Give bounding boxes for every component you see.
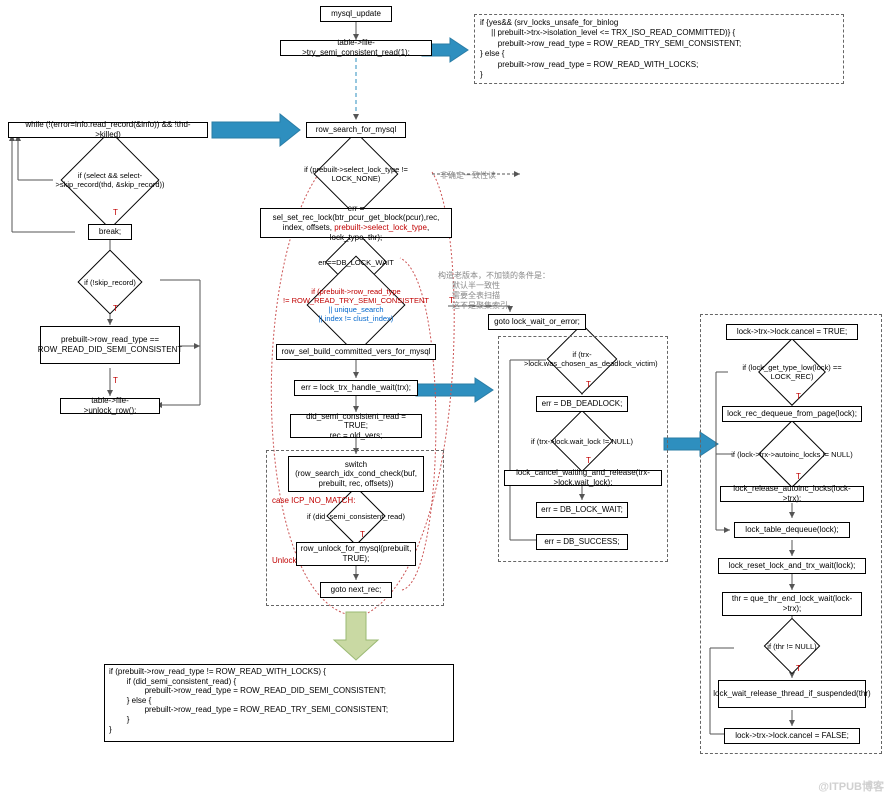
node-sel-set-rec: err = sel_set_rec_lock(btr_pcur_get_bloc… bbox=[260, 208, 452, 238]
txt: err = DB_LOCK_WAIT; bbox=[541, 505, 623, 515]
d-dblockwait: err==DB_LOCK_WAIT bbox=[308, 252, 404, 272]
node-release-thread: lock_wait_release_thread_if_suspended(th… bbox=[718, 680, 866, 708]
txt: while (!(error=info.read_record(&info)) … bbox=[13, 120, 203, 139]
yes-else-text: if {yes&& (srv_locks_unsafe_for_binlog |… bbox=[480, 18, 838, 80]
node-rowread-did: prebuilt->row_read_type == ROW_READ_DID_… bbox=[40, 326, 180, 364]
t1: T bbox=[113, 208, 118, 217]
t3: T bbox=[113, 376, 118, 385]
txt: lock_cancel_waiting_and_release(trx->loc… bbox=[509, 468, 657, 487]
d-autoinc: if (lock->trx->autoinc_locks != NULL) bbox=[722, 440, 862, 468]
node-lock-cancel-false: lock->trx->lock.cancel = FALSE; bbox=[724, 728, 860, 744]
txt: err = DB_SUCCESS; bbox=[544, 537, 619, 547]
txt: if (lock_get_type_low(lock) == LOCK_REC) bbox=[730, 363, 854, 381]
txt: if (!skip_record) bbox=[84, 278, 136, 287]
bottom-if-block: if (prebuilt->row_read_type != ROW_READ_… bbox=[104, 664, 454, 742]
t5: T bbox=[360, 530, 365, 539]
node-switch: switch (row_search_idx_cond_check(buf, p… bbox=[288, 456, 424, 492]
d-locktype-none: if (prebuilt->select_lock_type != LOCK_N… bbox=[286, 160, 426, 188]
txt: lock->trx->lock.cancel = TRUE; bbox=[737, 327, 847, 337]
txt: table->file->try_semi_consistent_read(1)… bbox=[285, 38, 427, 57]
node-err-success: err = DB_SUCCESS; bbox=[536, 534, 628, 550]
label-icp: case ICP_NO_MATCH: bbox=[272, 496, 355, 505]
node-did-semi-true: did_semi_consistent_read = TRUE; rec = o… bbox=[290, 414, 422, 438]
txt: lock_reset_lock_and_trx_wait(lock); bbox=[729, 561, 856, 571]
node-goto-next: goto next_rec; bbox=[320, 582, 392, 598]
node-dequeue-page: lock_rec_dequeue_from_page(lock); bbox=[722, 406, 862, 422]
txt: lock_table_dequeue(lock); bbox=[745, 525, 838, 535]
txt: lock->trx->lock.cancel = FALSE; bbox=[735, 731, 849, 741]
txt: table->file->unlock_row(); bbox=[65, 396, 155, 415]
cn1: 非确定一致性读 bbox=[440, 170, 496, 181]
d-lockrec: if (lock_get_type_low(lock) == LOCK_REC) bbox=[730, 358, 854, 386]
node-break: break; bbox=[88, 224, 132, 240]
node-row-unlock: row_unlock_for_mysql(prebuilt, TRUE); bbox=[296, 542, 416, 566]
d-waitlock-null: if (trx->lock.wait_lock != NULL) bbox=[518, 430, 646, 452]
txt: did_semi_consistent_read = TRUE; rec = o… bbox=[295, 412, 417, 441]
txt: if (prebuilt->row_read_type != ROW_READ_… bbox=[109, 667, 388, 734]
txt: err = DB_DEADLOCK; bbox=[542, 399, 623, 409]
txt: lock_release_autoinc_locks(lock->trx); bbox=[725, 484, 859, 503]
txt: lock_rec_dequeue_from_page(lock); bbox=[727, 409, 857, 419]
t10: T bbox=[796, 664, 801, 673]
txt: if (trx->lock.was_chosen_as_deadlock_vic… bbox=[524, 350, 640, 368]
txt: goto next_rec; bbox=[331, 585, 382, 595]
node-err-lockwait: err = DB_LOCK_WAIT; bbox=[536, 502, 628, 518]
node-reset-lock: lock_reset_lock_and_trx_wait(lock); bbox=[718, 558, 866, 574]
node-lock-cancel-true: lock->trx->lock.cancel = TRUE; bbox=[726, 324, 858, 340]
txt: err = sel_set_rec_lock(btr_pcur_get_bloc… bbox=[265, 204, 447, 242]
t9: T bbox=[796, 472, 801, 481]
txt: row_search_for_mysql bbox=[316, 125, 396, 135]
txt: if (prebuilt->row_read_type != ROW_READ_… bbox=[268, 287, 444, 323]
node-mysql-update: mysql_update bbox=[320, 6, 392, 22]
txt: err==DB_LOCK_WAIT bbox=[318, 258, 394, 267]
txt: row_sel_build_committed_vers_for_mysql bbox=[282, 347, 431, 357]
d-rowreadtype: if (prebuilt->row_read_type != ROW_READ_… bbox=[268, 286, 444, 324]
node-que-thr: thr = que_thr_end_lock_wait(lock->trx); bbox=[722, 592, 862, 616]
txt: prebuilt->row_read_type == ROW_READ_DID_… bbox=[38, 335, 182, 354]
txt: if (lock->trx->autoinc_locks != NULL) bbox=[722, 450, 862, 459]
txt: goto lock_wait_or_error; bbox=[494, 317, 580, 327]
txt: break; bbox=[99, 227, 121, 237]
txt: if (thr != NULL) bbox=[767, 642, 816, 651]
cn5: 这不是聚集索引 bbox=[452, 300, 508, 311]
node-lock-cancel-waiting: lock_cancel_waiting_and_release(trx->loc… bbox=[504, 470, 662, 486]
node-row-search: row_search_for_mysql bbox=[306, 122, 406, 138]
txt: mysql_update bbox=[331, 9, 381, 19]
node-release-autoinc: lock_release_autoinc_locks(lock->trx); bbox=[720, 486, 864, 502]
txt: if (select && select->skip_record(thd, &… bbox=[52, 171, 168, 189]
txt: lock_wait_release_thread_if_suspended(th… bbox=[713, 689, 870, 699]
watermark: @ITPUB博客 bbox=[818, 778, 884, 794]
txt: err = lock_trx_handle_wait(trx); bbox=[301, 383, 411, 393]
d-thr-null: if (thr != NULL) bbox=[752, 634, 832, 658]
txt: if (trx->lock.wait_lock != NULL) bbox=[531, 437, 633, 446]
t8: T bbox=[796, 392, 801, 401]
txt: row_unlock_for_mysql(prebuilt, TRUE); bbox=[301, 544, 412, 563]
node-unlock-row: table->file->unlock_row(); bbox=[60, 398, 160, 414]
node-while: while (!(error=info.read_record(&info)) … bbox=[8, 122, 208, 138]
node-goto-lockwait: goto lock_wait_or_error; bbox=[488, 314, 586, 330]
d-skip-record-sel: if (select && select->skip_record(thd, &… bbox=[52, 160, 168, 200]
txt: switch (row_search_idx_cond_check(buf, p… bbox=[293, 460, 419, 489]
txt: thr = que_thr_end_lock_wait(lock->trx); bbox=[727, 594, 857, 613]
t6: T bbox=[586, 380, 591, 389]
d-did-semi: if (did_semi_consistent_read) bbox=[296, 506, 416, 526]
node-lock-trx-wait: err = lock_trx_handle_wait(trx); bbox=[294, 380, 418, 396]
node-build-committed: row_sel_build_committed_vers_for_mysql bbox=[276, 344, 436, 360]
txt: if (did_semi_consistent_read) bbox=[307, 512, 405, 521]
node-err-deadlock: err = DB_DEADLOCK; bbox=[536, 396, 628, 412]
txt: if (prebuilt->select_lock_type != LOCK_N… bbox=[286, 165, 426, 183]
node-table-dequeue: lock_table_dequeue(lock); bbox=[734, 522, 850, 538]
node-try-semi: table->file->try_semi_consistent_read(1)… bbox=[280, 40, 432, 56]
t7: T bbox=[586, 456, 591, 465]
d-deadlock-victim: if (trx->lock.was_chosen_as_deadlock_vic… bbox=[524, 344, 640, 374]
t2: T bbox=[113, 304, 118, 313]
d-not-skip: if (!skip_record) bbox=[72, 268, 148, 296]
